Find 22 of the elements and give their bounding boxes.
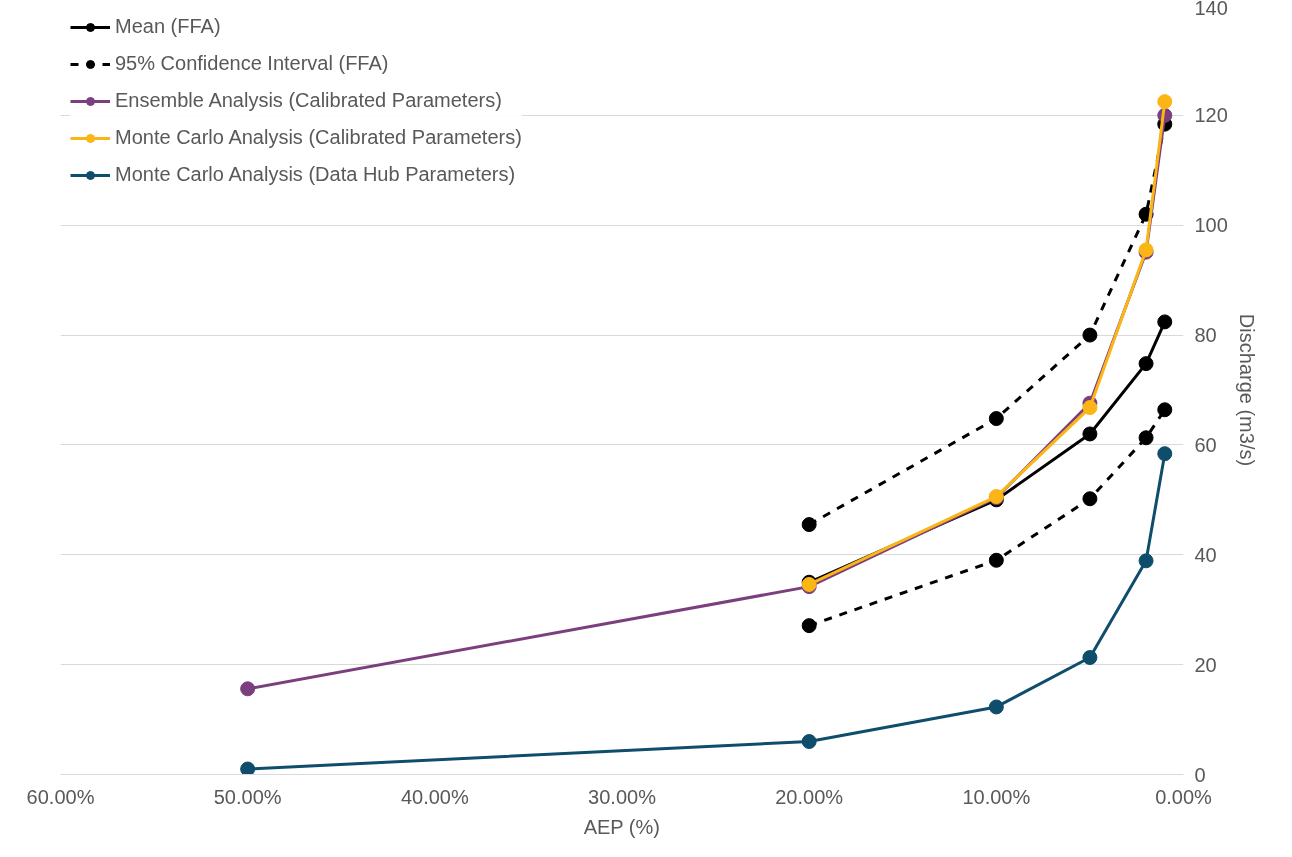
y-axis-title: Discharge (m3/s) [1235, 313, 1258, 467]
y-tick-label: 120 [1194, 104, 1228, 127]
legend-label: 95% Confidence Interval (FFA) [115, 52, 389, 75]
y-tick-label: 140 [1194, 0, 1228, 19]
x-tick-label: 40.00% [400, 785, 469, 808]
legend-label: Mean (FFA) [115, 15, 221, 38]
x-tick-label: 10.00% [962, 785, 1031, 808]
y-tick-label: 20 [1194, 653, 1217, 676]
legend-label: Monte Carlo Analysis (Data Hub Parameters) [115, 163, 516, 186]
x-tick-label: 50.00% [213, 785, 282, 808]
y-tick-label: 40 [1194, 543, 1217, 566]
y-tick-label: 100 [1194, 214, 1228, 237]
x-axis-title: AEP (%) [583, 815, 660, 838]
x-tick-label: 30.00% [588, 785, 657, 808]
x-tick-label: 0.00% [1155, 785, 1213, 808]
legend-label: Monte Carlo Analysis (Calibrated Parameters) [115, 126, 522, 149]
y-tick-label: 60 [1194, 433, 1217, 456]
x-tick-label: 20.00% [775, 785, 844, 808]
y-tick-label: 0 [1194, 763, 1206, 786]
x-tick-label: 60.00% [26, 785, 95, 808]
legend-label: Ensemble Analysis (Calibrated Parameters) [115, 89, 502, 112]
y-tick-label: 80 [1194, 324, 1217, 347]
